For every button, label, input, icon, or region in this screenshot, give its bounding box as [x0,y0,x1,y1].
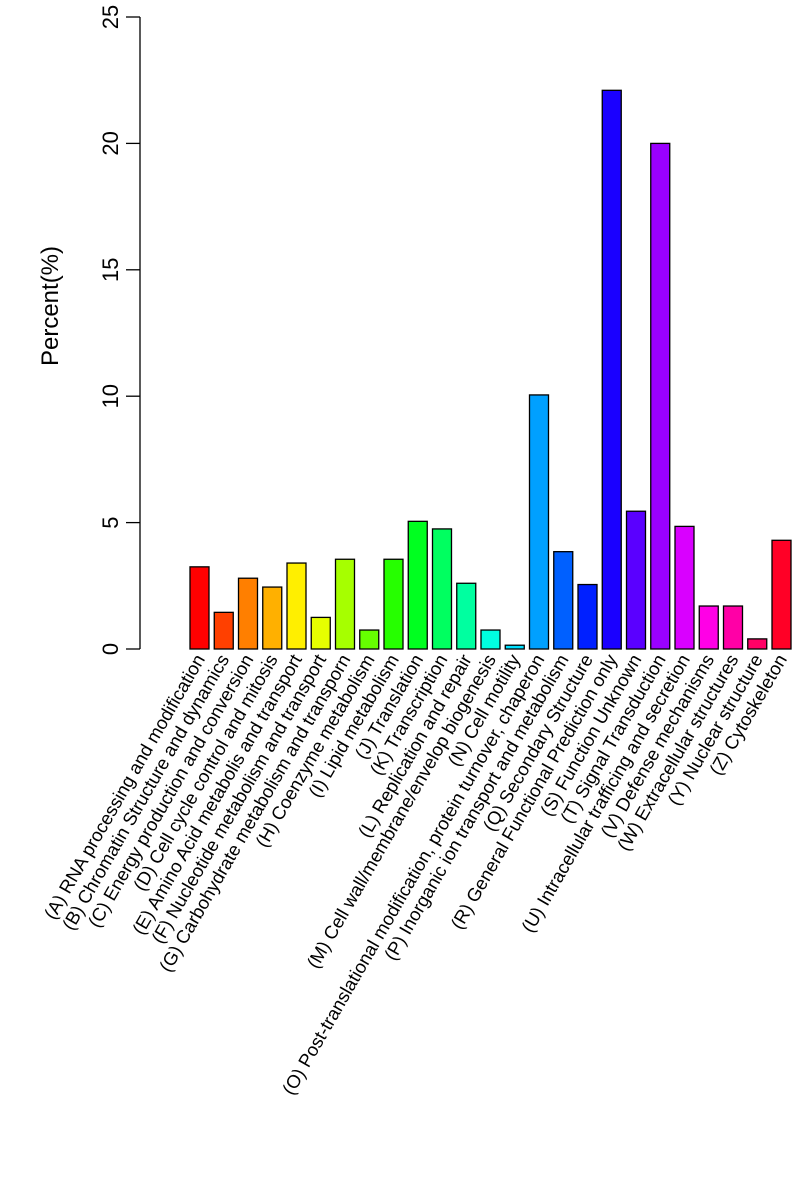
y-tick-label: 10 [98,384,123,408]
bar [698,605,719,650]
bar [601,89,622,650]
bar [722,605,744,650]
bar [553,551,574,650]
bars [189,89,792,650]
bar [310,616,331,650]
bar [674,525,695,650]
bar [771,539,792,650]
bar [504,644,525,650]
y-tick-label: 0 [98,643,123,655]
bar [650,142,671,650]
bar [528,394,550,650]
category-labels: (A) RNA processing and modification(B) C… [40,650,791,1098]
bar [189,566,210,650]
bar [407,520,428,650]
y-tick-label: 25 [98,5,123,29]
bar [286,562,307,650]
bar [431,528,453,650]
bar [213,611,234,650]
y-tick-label: 15 [98,258,123,282]
y-tick-label: 5 [98,516,123,528]
bar [480,629,501,650]
bar [262,586,283,650]
y-axis-title: Percent(%) [37,246,64,366]
bar [456,582,477,650]
bar [747,638,768,650]
y-tick-label: 20 [98,131,123,155]
bar [334,558,356,650]
y-axis: 0 5 10 15 20 25 [98,5,141,655]
bar [625,510,647,650]
bar [359,629,380,650]
bar [577,583,598,650]
bar [383,558,404,650]
bar [237,577,259,650]
